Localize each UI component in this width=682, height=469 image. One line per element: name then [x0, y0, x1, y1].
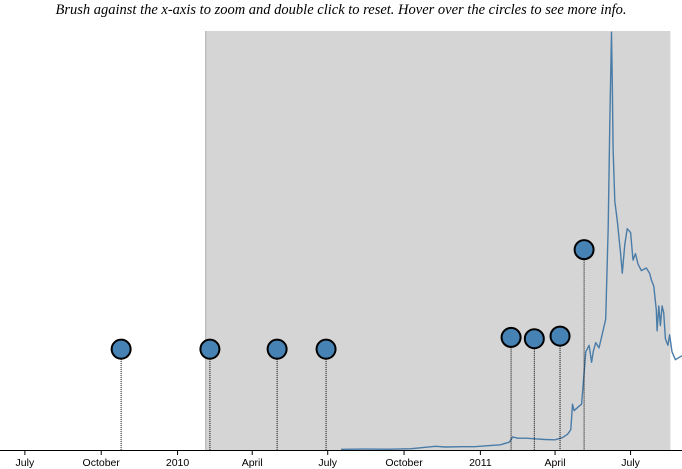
x-tick-label: July — [16, 457, 35, 469]
brush-selection[interactable] — [205, 31, 671, 450]
chart-instructions: Brush against the x-axis to zoom and dou… — [55, 2, 627, 18]
event-marker[interactable] — [573, 239, 595, 261]
x-axis[interactable]: July October 2010 April July October 2011 April… — [0, 450, 682, 469]
series-line-price — [340, 31, 682, 450]
x-tick-label: July — [318, 457, 337, 469]
x-tick-label: 2011 — [469, 457, 492, 469]
event-marker[interactable] — [315, 338, 337, 360]
event-marker[interactable] — [523, 328, 545, 350]
x-tick-label: April — [242, 457, 263, 469]
x-tick-label: October — [385, 457, 423, 469]
event-marker[interactable] — [549, 325, 571, 347]
event-marker[interactable] — [199, 338, 221, 360]
events-layer — [110, 239, 595, 450]
x-tick-label: July — [621, 457, 640, 469]
event-marker[interactable] — [110, 338, 132, 360]
x-tick-label: April — [545, 457, 566, 469]
x-tick-label: October — [83, 457, 121, 469]
series-layer — [205, 31, 682, 450]
event-marker[interactable] — [266, 338, 288, 360]
x-tick-label: 2010 — [166, 457, 190, 469]
event-marker[interactable] — [500, 326, 522, 348]
